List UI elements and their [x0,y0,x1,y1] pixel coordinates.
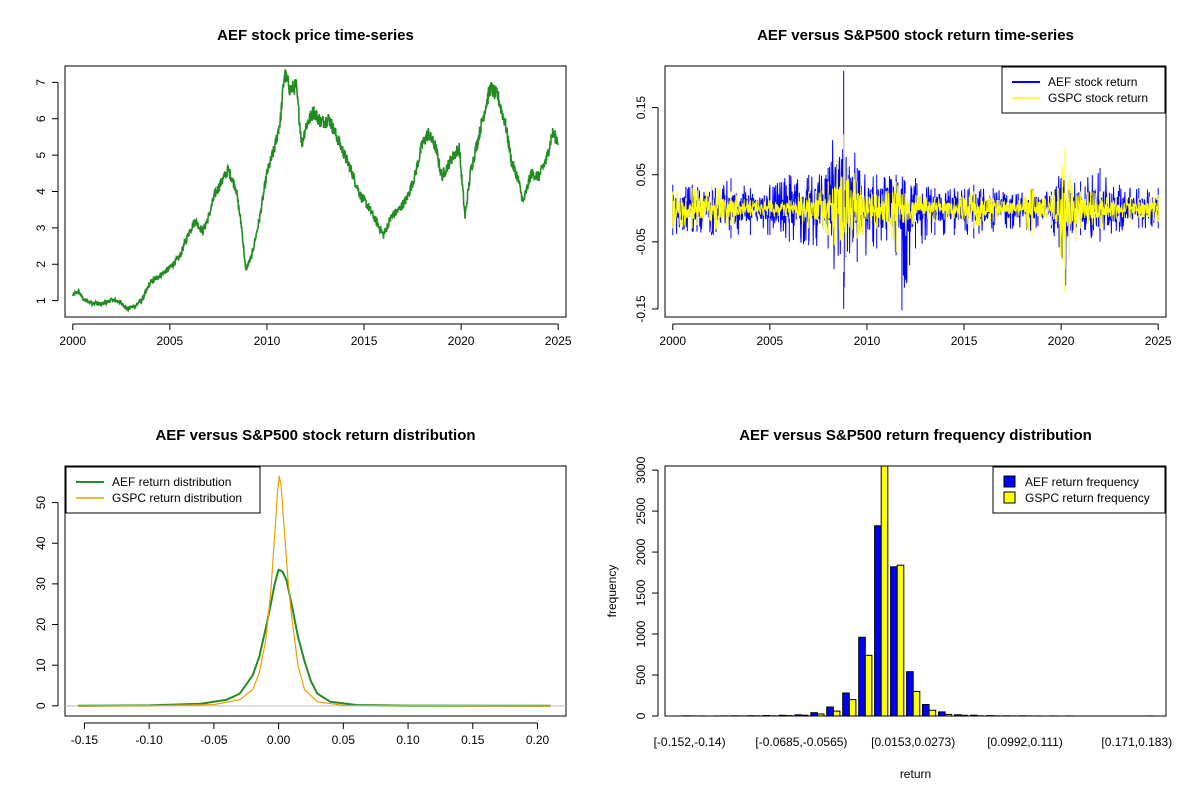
series-line-aef-density [77,568,551,707]
bar-aef [874,525,882,716]
bar-aef [906,671,914,716]
y-tick-label: -0.15 [634,295,648,323]
x-tick-label: 0.15 [461,733,485,747]
plot-frame [664,465,1167,717]
bar-gspc [816,713,825,716]
chart-density: AEF versus S&P500 stock return distribut… [34,427,567,747]
legend-entry: AEF stock return [1048,75,1137,89]
legend-swatch [1003,475,1016,488]
plot-frame [64,465,567,717]
y-tick-label: 3 [34,224,48,231]
y-tick-label: 1500 [634,579,648,606]
bar-gspc [848,699,857,716]
legend-box [65,466,261,514]
bar-gspc [944,713,953,716]
bar-aef [938,711,946,716]
y-tick-label: 0.15 [634,96,648,120]
y-tick-label: 4 [34,188,48,195]
x-tick-label: 2015 [351,334,378,348]
x-tick-label: 2015 [951,334,978,348]
y-tick-label: 0.05 [634,163,648,187]
y-tick-label: 2500 [634,497,648,524]
chart-price: AEF stock price time-series 2000 2005 2010 2… [34,27,572,348]
y-tick-label: 1000 [634,620,648,647]
bar-gspc [880,466,889,716]
x-tick-label: 0.20 [526,733,550,747]
chart-title: AEF versus S&P500 stock return time-seri… [757,27,1074,44]
x-tick-label: -0.15 [71,733,99,747]
y-tick-label: -0.05 [634,228,648,256]
legend-box [992,466,1166,514]
x-tick-label: [0.0153,0.0273) [871,735,955,749]
x-tick-label: [0.171,0.183) [1101,735,1172,749]
bar-aef [842,692,850,716]
y-tick-label: 6 [34,115,48,122]
x-tick-label: 2010 [854,334,881,348]
y-tick-label: 2 [34,261,48,268]
legend-swatch [1003,491,1016,504]
legend-entry: GSPC return frequency [1025,491,1150,505]
x-tick-label: 0.00 [267,733,291,747]
bar-gspc [896,564,905,716]
y-tick-label: 10 [34,658,48,672]
y-axis-title: frequency [605,565,619,618]
x-tick-label: 2025 [545,334,572,348]
x-tick-label: 2005 [757,334,784,348]
x-tick-label: [-0.152,-0.14) [654,735,726,749]
x-tick-label: -0.05 [200,733,228,747]
bar-aef [858,636,866,716]
bar-gspc [912,690,921,716]
legend-entry: AEF return frequency [1025,475,1139,489]
legend-entry: GSPC stock return [1048,91,1148,105]
y-tick-label: 7 [34,79,48,86]
chart-title: AEF versus S&P500 stock return distribut… [155,427,475,444]
x-tick-label: 2000 [659,334,686,348]
bar-aef [826,706,834,716]
series-line-aef-price [72,69,559,313]
bar-aef [922,704,930,716]
y-tick-label: 3000 [634,456,648,483]
bar-gspc [832,710,841,716]
y-tick-label: 50 [34,496,48,510]
y-tick-label: 20 [34,618,48,632]
x-tick-label: 0.10 [396,733,420,747]
y-tick-label: 500 [634,665,648,685]
x-tick-label: [0.0992,0.111) [987,735,1063,749]
legend-entry: GSPC return distribution [112,491,242,505]
y-tick-label: 0 [634,712,648,719]
chart-title: AEF stock price time-series [217,27,414,44]
y-tick-label: 2000 [634,538,648,565]
y-tick-label: 1 [34,297,48,304]
series-line-gspc-density [77,475,551,707]
x-tick-label: 2020 [448,334,475,348]
legend-entry: AEF return distribution [112,475,231,489]
bar-gspc [864,654,873,716]
bar-gspc [928,709,937,716]
chart-returns: AEF versus S&P500 stock return time-seri… [634,27,1172,348]
y-tick-label: 0 [34,702,48,709]
x-tick-label: 0.05 [332,733,356,747]
x-axis-title: return [900,767,931,781]
series-line-gspc-return [672,134,1159,293]
x-tick-label: [-0.0685,-0.0565) [755,735,847,749]
y-tick-label: 40 [34,536,48,550]
x-tick-label: 2025 [1145,334,1172,348]
x-tick-label: 2000 [59,334,86,348]
plot-frame [64,65,567,318]
x-tick-label: 2020 [1048,334,1075,348]
x-tick-label: -0.10 [135,733,163,747]
plot-frame [664,65,1167,318]
chart-histogram: AEF versus S&P500 return frequency distr… [605,427,1172,781]
legend-box [1001,66,1166,114]
bar-aef [890,566,898,716]
y-tick-label: 5 [34,151,48,158]
x-tick-label: 2010 [254,334,281,348]
y-tick-label: 30 [34,577,48,591]
chart-title: AEF versus S&P500 return frequency distr… [739,427,1092,444]
x-tick-label: 2005 [157,334,184,348]
